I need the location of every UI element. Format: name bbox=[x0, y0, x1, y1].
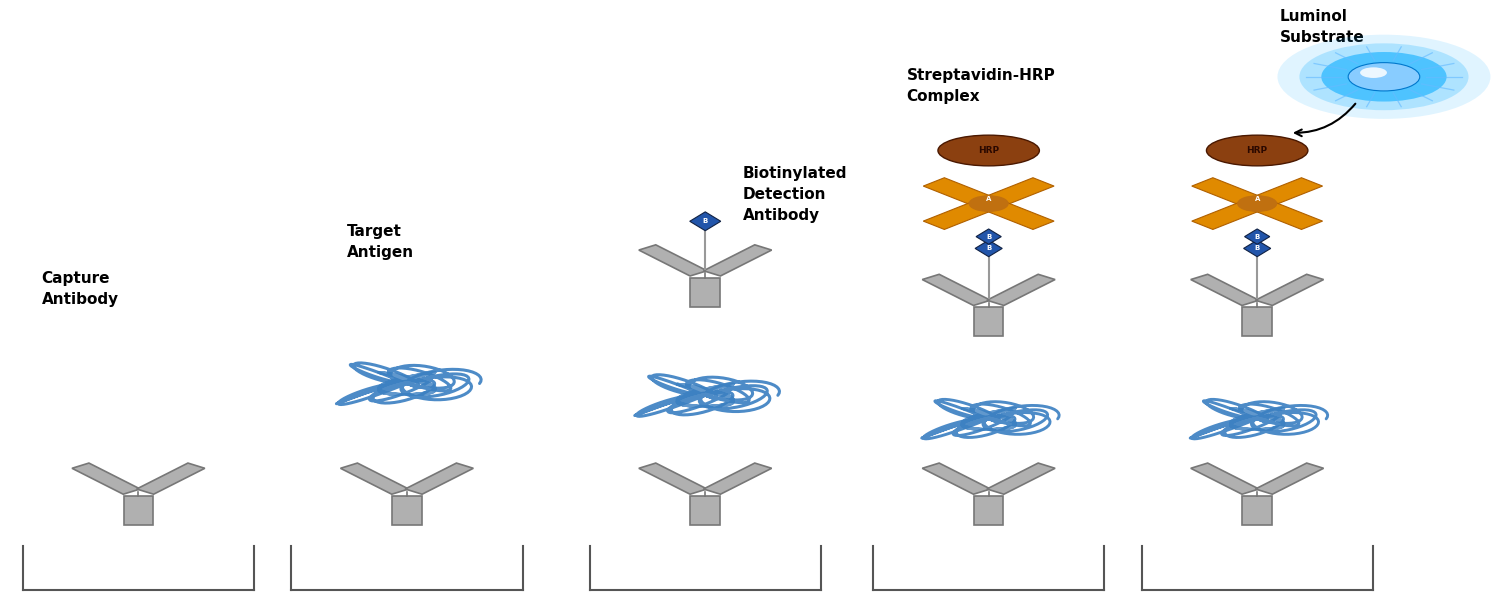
Ellipse shape bbox=[938, 135, 1040, 166]
Polygon shape bbox=[924, 199, 999, 229]
FancyBboxPatch shape bbox=[974, 496, 1004, 525]
Polygon shape bbox=[976, 229, 1002, 244]
Circle shape bbox=[1278, 35, 1491, 119]
FancyBboxPatch shape bbox=[123, 496, 153, 525]
Text: HRP: HRP bbox=[1246, 146, 1268, 155]
Text: HRP: HRP bbox=[978, 146, 999, 155]
FancyBboxPatch shape bbox=[690, 278, 720, 307]
FancyArrowPatch shape bbox=[1294, 104, 1356, 136]
FancyBboxPatch shape bbox=[690, 496, 720, 525]
Polygon shape bbox=[978, 178, 1054, 208]
FancyBboxPatch shape bbox=[974, 307, 1004, 337]
Text: Biotinylated
Detection
Antibody: Biotinylated Detection Antibody bbox=[742, 166, 847, 223]
Text: Target
Antigen: Target Antigen bbox=[346, 224, 414, 260]
Polygon shape bbox=[639, 463, 706, 494]
Text: Streptavidin-HRP
Complex: Streptavidin-HRP Complex bbox=[906, 68, 1056, 104]
Text: B: B bbox=[1254, 233, 1260, 239]
Polygon shape bbox=[922, 463, 990, 494]
Polygon shape bbox=[987, 274, 1054, 305]
Polygon shape bbox=[704, 245, 771, 276]
Text: B: B bbox=[986, 233, 992, 239]
Polygon shape bbox=[136, 463, 206, 494]
Text: Capture
Antibody: Capture Antibody bbox=[42, 271, 118, 307]
Circle shape bbox=[1348, 62, 1420, 91]
Polygon shape bbox=[1245, 229, 1270, 244]
Polygon shape bbox=[922, 274, 990, 305]
Polygon shape bbox=[72, 463, 140, 494]
FancyBboxPatch shape bbox=[1242, 307, 1272, 337]
Circle shape bbox=[1322, 52, 1446, 101]
Polygon shape bbox=[1246, 178, 1323, 208]
Polygon shape bbox=[987, 463, 1054, 494]
Polygon shape bbox=[1246, 199, 1323, 229]
Polygon shape bbox=[690, 212, 722, 231]
Polygon shape bbox=[978, 199, 1054, 229]
Polygon shape bbox=[1256, 463, 1323, 494]
FancyBboxPatch shape bbox=[1242, 496, 1272, 525]
Polygon shape bbox=[1191, 463, 1258, 494]
Polygon shape bbox=[1191, 274, 1258, 305]
Polygon shape bbox=[639, 245, 706, 276]
Polygon shape bbox=[924, 178, 999, 208]
Polygon shape bbox=[340, 463, 408, 494]
Circle shape bbox=[1360, 67, 1388, 78]
Polygon shape bbox=[975, 240, 1002, 257]
Text: A: A bbox=[986, 196, 992, 202]
Circle shape bbox=[1299, 43, 1468, 110]
FancyBboxPatch shape bbox=[392, 496, 422, 525]
Polygon shape bbox=[1192, 178, 1268, 208]
Text: B: B bbox=[1254, 245, 1260, 251]
Polygon shape bbox=[1244, 240, 1270, 257]
Polygon shape bbox=[704, 463, 771, 494]
Ellipse shape bbox=[1206, 135, 1308, 166]
Text: Luminol
Substrate: Luminol Substrate bbox=[1280, 8, 1365, 44]
Text: B: B bbox=[986, 245, 992, 251]
Polygon shape bbox=[1256, 274, 1323, 305]
Polygon shape bbox=[405, 463, 474, 494]
Circle shape bbox=[969, 196, 1008, 211]
Circle shape bbox=[1238, 196, 1276, 211]
Text: A: A bbox=[1254, 196, 1260, 202]
Text: B: B bbox=[702, 218, 708, 224]
Polygon shape bbox=[1192, 199, 1268, 229]
